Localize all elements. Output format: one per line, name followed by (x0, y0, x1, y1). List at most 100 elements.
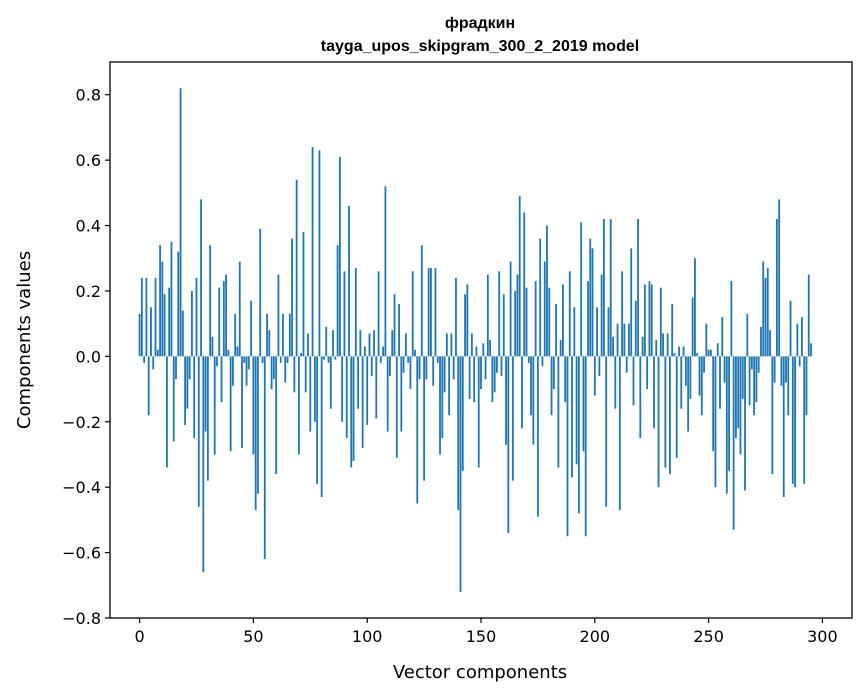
bar-187 (564, 356, 567, 403)
bar-44 (238, 261, 241, 357)
bar-66 (288, 313, 291, 357)
bar-215 (628, 323, 630, 357)
bar-77 (313, 356, 316, 422)
bar-84 (329, 356, 332, 409)
bar-53 (259, 228, 262, 357)
bar-245 (696, 353, 699, 357)
bar-59 (272, 356, 275, 380)
bar-277 (769, 330, 771, 357)
bar-95 (354, 268, 357, 357)
bar-161 (505, 356, 507, 445)
bar-87 (336, 245, 339, 357)
bar-9 (159, 245, 161, 357)
y-axis-label: Components values (14, 251, 35, 429)
bar-105 (377, 271, 380, 357)
bar-239 (682, 346, 685, 357)
bar-90 (343, 271, 346, 357)
y-tick-label: 0.6 (76, 151, 101, 170)
bar-150 (480, 356, 482, 390)
bar-109 (386, 356, 389, 432)
bar-261 (732, 356, 735, 530)
bar-50 (252, 356, 255, 455)
bar-134 (443, 356, 446, 393)
bar-96 (357, 356, 359, 409)
bar-74 (307, 333, 309, 357)
bar-48 (247, 356, 250, 370)
bar-217 (632, 356, 635, 406)
bar-263 (737, 356, 740, 429)
bar-221 (641, 336, 644, 357)
x-tick-label: 0 (134, 627, 144, 646)
bar-86 (334, 356, 337, 360)
bar-200 (593, 356, 596, 396)
bar-144 (466, 284, 469, 357)
bar-112 (393, 294, 396, 357)
bar-265 (741, 356, 744, 399)
bar-110 (389, 356, 391, 376)
bar-218 (634, 300, 637, 357)
bar-119 (409, 356, 412, 390)
bar-283 (782, 356, 785, 497)
bar-51 (254, 356, 257, 511)
bar-108 (384, 186, 387, 357)
bar-79 (318, 150, 321, 357)
bar-290 (798, 356, 801, 367)
bar-255 (719, 356, 721, 409)
bar-141 (459, 356, 462, 592)
bar-94 (352, 356, 355, 462)
bar-28 (202, 356, 205, 573)
bar-199 (591, 248, 594, 357)
bar-280 (775, 218, 778, 357)
bar-156 (493, 356, 496, 393)
bar-111 (391, 330, 394, 357)
bar-163 (509, 261, 512, 357)
bar-197 (587, 281, 589, 357)
bar-82 (325, 326, 328, 357)
bar-81 (323, 356, 325, 360)
bar-17 (177, 251, 180, 357)
bar-62 (279, 356, 282, 363)
bar-193 (577, 356, 580, 514)
bar-164 (511, 356, 514, 481)
bar-153 (486, 274, 489, 357)
bar-284 (785, 356, 787, 383)
bar-49 (250, 300, 253, 357)
bar-275 (764, 277, 767, 357)
bar-132 (439, 356, 441, 455)
bar-56 (266, 313, 268, 357)
bar-26 (197, 356, 200, 507)
bar-12 (165, 356, 168, 468)
bar-162 (507, 356, 510, 533)
bar-289 (796, 323, 799, 357)
bar-247 (700, 356, 703, 416)
y-tick-label: 0.0 (76, 347, 101, 366)
bar-268 (748, 356, 751, 406)
bar-69 (295, 179, 298, 357)
bar-54 (261, 356, 264, 363)
bar-165 (514, 290, 517, 357)
bar-181 (550, 356, 553, 416)
bar-180 (548, 287, 551, 357)
bar-6 (152, 356, 155, 370)
bar-60 (275, 356, 278, 475)
x-tick-label: 250 (693, 627, 724, 646)
bar-270 (753, 356, 756, 416)
bar-292 (803, 356, 806, 484)
bar-250 (707, 349, 710, 357)
y-tick-label: −0.6 (62, 544, 101, 563)
bar-1 (140, 277, 143, 357)
bar-19 (181, 310, 184, 357)
bar-89 (341, 356, 344, 422)
bar-211 (618, 356, 621, 511)
y-axis-ticks: −0.8 −0.6 −0.4 −0.2 0.0 0.2 0.4 0.6 0.8 (62, 86, 110, 628)
bar-15 (172, 356, 175, 442)
bar-259 (728, 356, 730, 471)
bar-242 (689, 356, 692, 399)
x-tick-label: 200 (580, 627, 611, 646)
bar-97 (359, 330, 362, 357)
bar-3 (145, 277, 148, 357)
bar-243 (691, 297, 694, 357)
plot-frame (109, 61, 853, 619)
bar-232 (666, 333, 669, 357)
